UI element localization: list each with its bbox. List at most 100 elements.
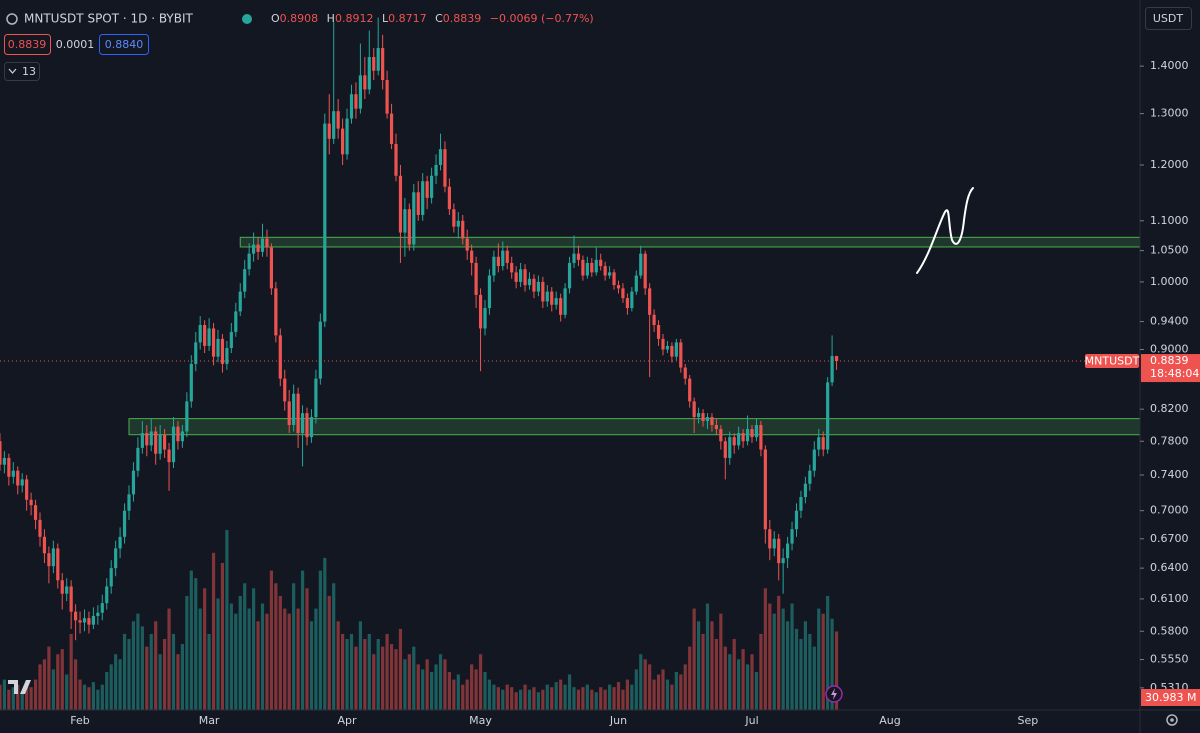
candle-body (656, 325, 661, 339)
candle-body (661, 338, 665, 350)
candle-body (47, 553, 51, 567)
volume-bar (29, 687, 33, 710)
volume-bar (354, 646, 358, 710)
volume-bar (492, 684, 496, 710)
candle-body (341, 128, 345, 155)
candle-body (741, 433, 745, 442)
candle-body (309, 417, 314, 438)
volume-bar (421, 669, 425, 710)
ask-box[interactable] (99, 34, 149, 55)
currency-button[interactable] (1145, 7, 1192, 30)
y-tick-label: 0.7400 (1150, 468, 1189, 481)
x-tick-label: Apr (338, 714, 358, 727)
ohlc-label: L (382, 12, 389, 25)
volume-bar (425, 659, 429, 710)
volume-bar (269, 570, 273, 710)
volume-bar (394, 649, 398, 710)
volume-bar (608, 684, 612, 710)
volume-bar (211, 552, 216, 710)
currency: USDT (1153, 12, 1184, 25)
candle-body (625, 298, 629, 309)
settings-icon[interactable] (1166, 714, 1178, 726)
candle-body (550, 291, 554, 305)
candle-body (665, 345, 670, 350)
candle-body (501, 250, 505, 267)
candle-body (381, 48, 385, 80)
volume-bar (661, 669, 665, 710)
volume-bar (750, 654, 754, 710)
candle-body (225, 348, 229, 364)
candle-body (554, 298, 558, 305)
volume-bar (737, 659, 741, 710)
ohlc: O0.8908 H0.8912 L0.8717 C0.8839 −0.0069 … (271, 12, 594, 25)
candle-body (732, 437, 736, 446)
volume-bar (474, 669, 478, 710)
candle-body (834, 356, 839, 362)
volume-bar (82, 684, 87, 710)
volume-bar (447, 671, 451, 710)
candle-body (394, 143, 398, 176)
volume-bar (56, 654, 60, 710)
volume-bar (590, 689, 594, 710)
candle-body (474, 262, 478, 295)
volume-bar (0, 684, 2, 710)
volume-bar (523, 684, 527, 710)
candle-body (29, 499, 33, 506)
candle-body (25, 479, 29, 500)
candle-body (692, 401, 696, 418)
candle-body (229, 331, 233, 349)
y-tick-label: 1.0500 (1150, 244, 1189, 257)
candle-body (323, 123, 327, 322)
indicator-toggle[interactable] (4, 62, 40, 81)
candle-body (781, 558, 785, 564)
volume-bar (158, 654, 162, 710)
candle-body (96, 612, 100, 616)
candle-body (372, 57, 376, 71)
volume-bar (532, 687, 536, 710)
volume-bar (256, 621, 260, 710)
bid-box[interactable] (4, 34, 51, 55)
volume-bar (732, 639, 736, 710)
candle-body (127, 494, 131, 511)
volume-bar (567, 674, 572, 710)
candle-body (345, 118, 349, 155)
candle-body (122, 510, 127, 537)
candle-body (576, 253, 581, 260)
logo[interactable] (8, 680, 31, 694)
candle-body (260, 238, 265, 252)
volume-bar (794, 628, 799, 710)
x-tick-label: Jul (744, 714, 758, 727)
volume-bar (372, 654, 376, 710)
candle-body (296, 393, 300, 434)
volume-bar (100, 684, 104, 710)
candle-body (745, 429, 750, 442)
volume-bar (122, 633, 127, 710)
candle-body (639, 253, 643, 276)
candle-body (772, 538, 776, 549)
drawing[interactable] (916, 187, 974, 274)
y-tick-label: 0.8200 (1150, 402, 1189, 415)
volume-bar (817, 608, 821, 710)
volume-bar (665, 679, 670, 710)
volume-bar (545, 684, 549, 710)
candle-body (109, 568, 113, 587)
candle-body (456, 220, 460, 227)
volume-bar (719, 613, 723, 710)
candle-body (336, 111, 340, 129)
candle-body (163, 434, 167, 450)
volume-bar (576, 689, 581, 710)
candle-body (572, 253, 576, 263)
candle-body (759, 425, 763, 450)
market-status[interactable] (242, 14, 252, 24)
candle-body (332, 111, 336, 139)
volume-bar (701, 633, 705, 710)
candle-body (349, 94, 354, 119)
candle-body (180, 431, 184, 442)
y-tick-label: 1.4000 (1150, 59, 1189, 72)
candle-body (612, 272, 616, 286)
symbol-title[interactable]: MNTUSDT SPOT · 1D · BYBIT (24, 12, 194, 26)
volume-bar (710, 621, 714, 710)
y-tick-label: 1.2000 (1150, 158, 1189, 171)
volume-bar (643, 659, 647, 710)
